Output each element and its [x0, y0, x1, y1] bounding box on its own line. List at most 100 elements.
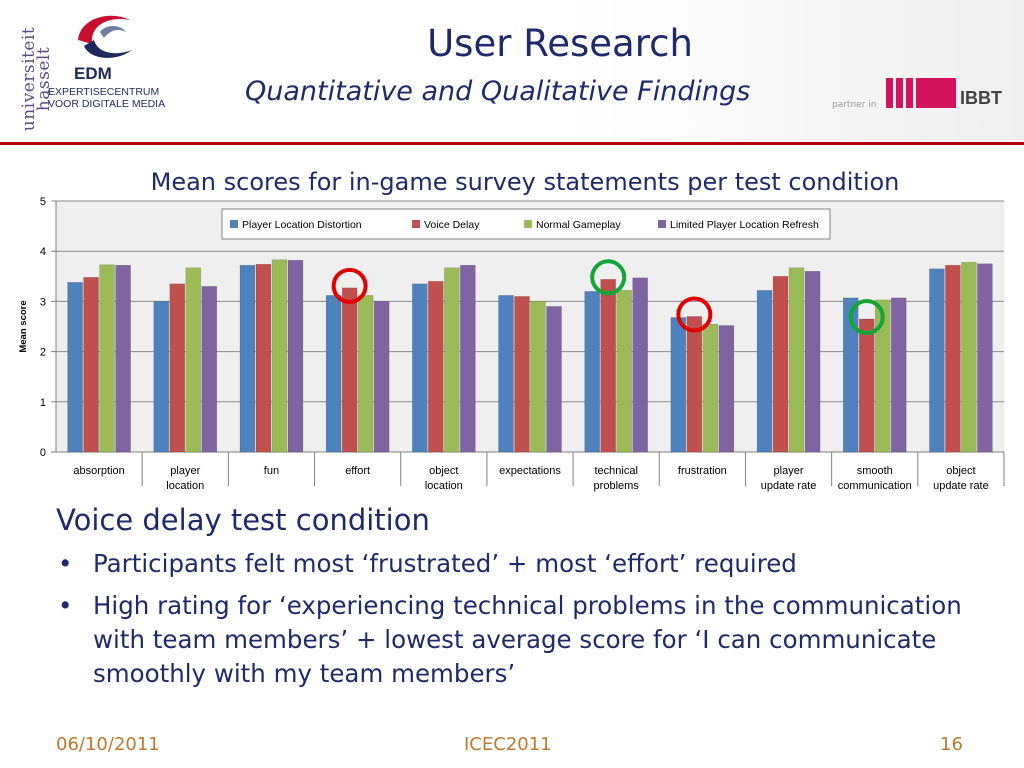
bar: [153, 301, 170, 453]
chart-title: Mean scores for in-game survey statement…: [150, 168, 900, 196]
bar: [670, 317, 687, 453]
x-tick-label: problems: [594, 480, 640, 492]
x-tick-label: frustration: [678, 465, 727, 477]
bar: [600, 279, 616, 453]
bullet-item: High rating for ‘experiencing technical …: [56, 589, 986, 691]
x-tick-label: player: [170, 465, 200, 477]
bar: [929, 268, 945, 453]
y-tick-label: 1: [40, 397, 46, 409]
bar: [874, 299, 891, 453]
bar: [428, 281, 444, 453]
highlight-circle: [590, 259, 627, 296]
x-tick-label: technical: [594, 465, 637, 477]
bullet-item: Participants felt most ‘frustrated’ + mo…: [56, 547, 986, 581]
bar: [444, 267, 460, 453]
bar: [514, 296, 530, 453]
bar: [201, 286, 218, 453]
legend-label: Limited Player Location Refresh: [670, 219, 819, 231]
bar: [83, 277, 99, 453]
y-axis-label: Mean score: [18, 300, 29, 352]
bar: [271, 259, 288, 453]
bar: [185, 267, 202, 453]
x-tick-label: smooth: [857, 465, 893, 477]
bar: [756, 290, 773, 453]
bar: [341, 287, 358, 453]
bar: [115, 264, 131, 453]
header-divider: [0, 142, 1024, 145]
bar: [890, 297, 907, 453]
bar: [804, 270, 821, 453]
x-tick-label: effort: [345, 465, 370, 477]
edm-subtitle: EXPERTISECENTRUM VOOR DIGITALE MEDIA: [48, 86, 166, 110]
footer-event: ICEC2011: [464, 734, 552, 755]
bar: [584, 291, 600, 453]
bar: [169, 283, 186, 453]
y-tick-label: 4: [40, 246, 46, 258]
bar: [961, 261, 977, 453]
bar: [357, 295, 374, 453]
x-tick-label: update rate: [761, 480, 817, 492]
x-tick-label: communication: [838, 480, 912, 492]
bar: [718, 325, 735, 453]
bar: [842, 297, 859, 453]
x-tick-label: player: [774, 465, 804, 477]
legend-label: Normal Gameplay: [536, 219, 621, 231]
section-heading: Voice delay test condition: [56, 503, 430, 537]
x-tick-label: expectations: [499, 465, 561, 477]
page-title: User Research: [427, 22, 693, 65]
bar: [239, 264, 256, 453]
bar: [530, 301, 546, 453]
bar: [67, 282, 83, 453]
uhasselt-edm-logo: universiteit hasselt EDM EXPERTISECENTRU…: [8, 6, 178, 136]
y-tick-label: 2: [40, 347, 46, 359]
bar: [702, 323, 719, 453]
legend-label: Player Location Distortion: [242, 219, 362, 231]
bar: [788, 267, 805, 453]
edm-name: EDM: [74, 64, 112, 83]
legend-swatch: [230, 220, 238, 228]
bar: [546, 306, 562, 453]
highlight-circle: [848, 298, 885, 335]
legend-swatch: [524, 220, 532, 228]
y-tick-label: 0: [40, 447, 46, 459]
header-band: [0, 0, 1024, 140]
ibbt-logo-icon: [886, 78, 956, 108]
bar: [945, 264, 961, 453]
bar: [460, 264, 476, 453]
x-tick-label: object: [429, 465, 458, 477]
y-tick-label: 5: [40, 196, 46, 208]
bar: [412, 283, 428, 453]
bar: [616, 290, 632, 453]
bar: [498, 295, 514, 453]
x-tick-label: location: [166, 480, 204, 492]
legend-swatch: [658, 220, 666, 228]
bar-chart: 0 1 2 3 4 5 Mean score absorption player location…: [18, 196, 1005, 492]
x-tick-label: fun: [264, 465, 279, 477]
bar: [325, 295, 342, 453]
bar: [99, 264, 115, 453]
bar: [255, 263, 272, 453]
legend-swatch: [412, 220, 420, 228]
highlight-circle: [331, 267, 368, 304]
x-tick-label: object: [946, 465, 975, 477]
bar: [858, 318, 875, 453]
partner-label: partner in: [832, 100, 877, 110]
y-tick-label: 3: [40, 296, 46, 308]
highlight-circle: [676, 296, 713, 333]
bullet-list: Participants felt most ‘frustrated’ + mo…: [56, 547, 986, 699]
bar: [632, 277, 648, 453]
ibbt-wordmark: IBBT: [960, 88, 1002, 108]
x-tick-label: absorption: [73, 465, 124, 477]
bar: [977, 263, 993, 453]
legend-box: [221, 208, 831, 240]
bar: [373, 301, 390, 453]
edm-swoosh-icon: [78, 15, 132, 58]
bar: [287, 259, 304, 453]
x-tick-label: location: [425, 480, 463, 492]
page-subtitle: Quantitative and Qualitative Findings: [245, 76, 751, 107]
x-tick-label: update rate: [933, 480, 989, 492]
legend-label: Voice Delay: [424, 219, 480, 231]
footer-date: 06/10/2011: [56, 734, 160, 755]
bar: [686, 316, 703, 453]
footer-page-number: 16: [940, 734, 963, 755]
